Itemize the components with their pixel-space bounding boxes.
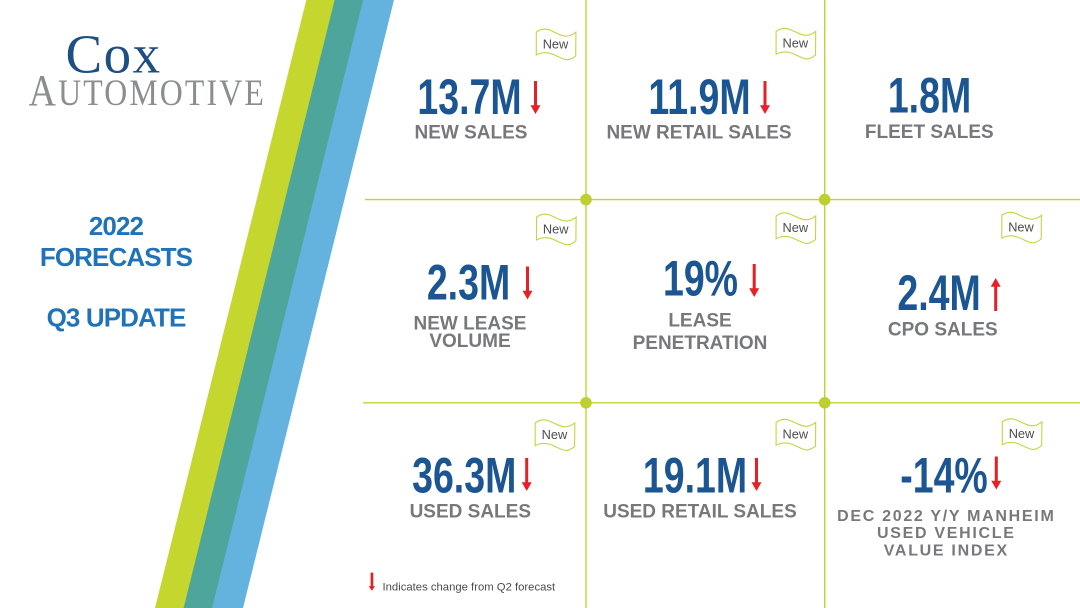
svg-text:13.7M: 13.7M [417, 70, 521, 125]
svg-text:Cox: Cox [66, 24, 162, 85]
svg-text:NEW LEASE: NEW LEASE [414, 314, 527, 335]
svg-text:Q3 UPDATE: Q3 UPDATE [47, 303, 186, 333]
svg-text:LEASE: LEASE [668, 311, 731, 332]
svg-text:11.9M: 11.9M [648, 70, 750, 125]
svg-text:19.1M: 19.1M [643, 448, 747, 503]
svg-text:FORECASTS: FORECASTS [40, 242, 193, 272]
svg-text:CPO SALES: CPO SALES [888, 319, 998, 340]
svg-text:NEW SALES: NEW SALES [415, 122, 528, 143]
svg-text:AUTOMOTIVE: AUTOMOTIVE [29, 65, 266, 114]
svg-text:Indicates change from Q2 forec: Indicates change from Q2 forecast [383, 582, 557, 594]
svg-text:2022: 2022 [89, 211, 144, 241]
svg-text:VOLUME: VOLUME [429, 331, 510, 352]
svg-text:NEW RETAIL SALES: NEW RETAIL SALES [606, 122, 791, 143]
svg-text:USED SALES: USED SALES [410, 502, 531, 523]
svg-text:36.3M: 36.3M [412, 448, 516, 503]
svg-text:2.3M: 2.3M [427, 255, 510, 310]
svg-text:-14%: -14% [900, 448, 988, 503]
svg-text:19%: 19% [663, 251, 738, 306]
svg-text:DEC 2022 Y/Y MANHEIM: DEC 2022 Y/Y MANHEIM [837, 508, 1055, 525]
svg-text:PENETRATION: PENETRATION [633, 333, 768, 354]
svg-text:VALUE INDEX: VALUE INDEX [884, 542, 1009, 559]
svg-text:USED RETAIL SALES: USED RETAIL SALES [603, 502, 797, 523]
svg-text:2.4M: 2.4M [897, 266, 980, 321]
svg-text:FLEET SALES: FLEET SALES [865, 122, 994, 143]
svg-text:USED VEHICLE: USED VEHICLE [877, 525, 1016, 542]
svg-text:1.8M: 1.8M [888, 68, 971, 123]
